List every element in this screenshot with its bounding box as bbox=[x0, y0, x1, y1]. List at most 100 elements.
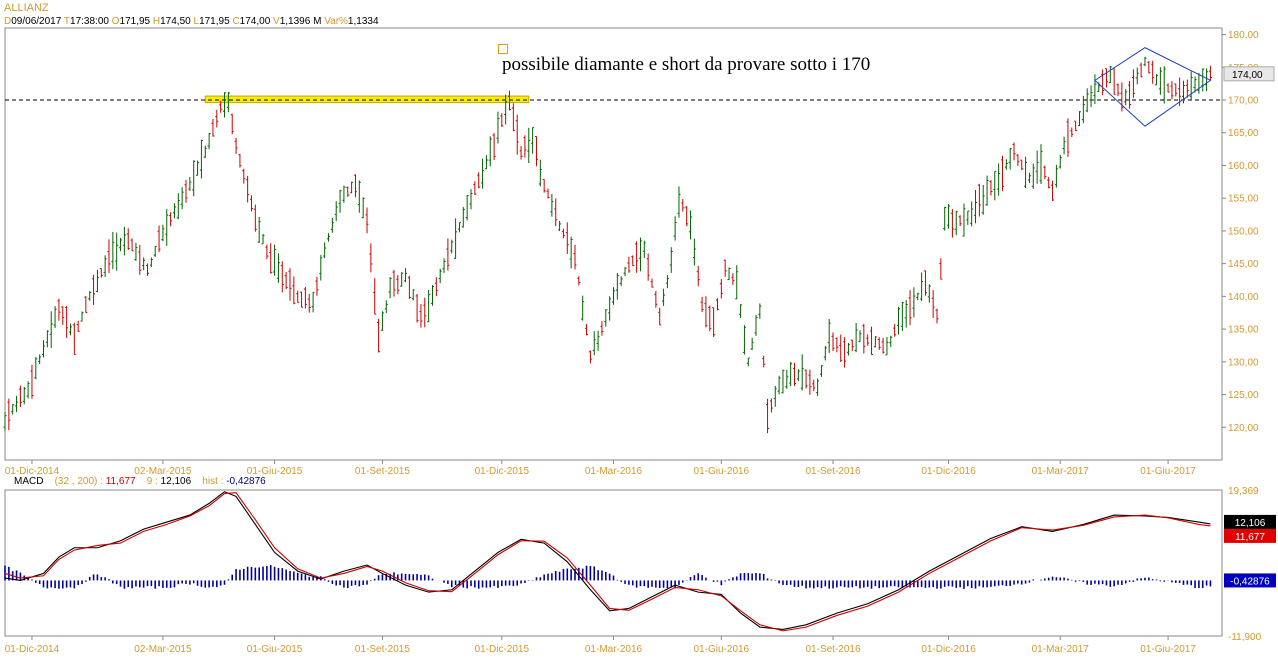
ohlc-bar bbox=[461, 206, 465, 228]
ohlc-bar bbox=[411, 289, 415, 301]
macd-x-tick-label: 01-Mar-2017 bbox=[1032, 644, 1090, 655]
ohlc-bar bbox=[908, 290, 912, 326]
ohlc-bar bbox=[346, 186, 350, 197]
ohlc-bar bbox=[904, 299, 908, 328]
ohlc-bar bbox=[192, 160, 196, 197]
ohlc-bar bbox=[438, 268, 442, 284]
price-y-tick-label: 135,00 bbox=[1228, 325, 1259, 336]
ohlc-bar bbox=[958, 215, 962, 227]
ohlc-bar bbox=[1058, 154, 1062, 169]
ohlc-bar bbox=[111, 231, 115, 270]
price-x-tick-label: 02-Mar-2015 bbox=[134, 466, 192, 477]
ohlc-bar bbox=[762, 355, 766, 368]
ohlc-bar bbox=[870, 326, 874, 356]
price-y-tick-label: 145,00 bbox=[1228, 259, 1259, 270]
ohlc-bar bbox=[130, 238, 134, 252]
ohlc-bar bbox=[739, 304, 743, 318]
ohlc-bar bbox=[773, 385, 777, 407]
ohlc-bar bbox=[450, 239, 454, 254]
ohlc-bar bbox=[211, 118, 215, 137]
price-y-tick-label: 155,00 bbox=[1228, 194, 1259, 205]
ohlc-bar bbox=[500, 113, 504, 127]
ohlc-bar bbox=[34, 356, 38, 380]
ohlc-bar bbox=[61, 306, 65, 325]
ohlc-bar bbox=[442, 258, 446, 273]
ohlc-bar bbox=[423, 297, 427, 328]
last-price-box bbox=[1223, 66, 1275, 82]
ohlc-bar bbox=[488, 136, 492, 167]
ohlc-bar bbox=[954, 210, 958, 236]
ohlc-bar bbox=[1035, 150, 1039, 184]
ohlc-bar bbox=[538, 159, 542, 187]
ohlc-bar bbox=[1197, 72, 1201, 94]
ohlc-bar bbox=[1128, 81, 1132, 109]
ohlc-bar bbox=[238, 153, 242, 168]
ohlc-bar bbox=[1024, 156, 1028, 189]
ohlc-bar bbox=[816, 378, 820, 396]
ohlc-bar bbox=[558, 220, 562, 231]
ohlc-bar bbox=[157, 225, 161, 253]
ohlc-bar bbox=[1051, 180, 1055, 202]
macd-legend: MACD (32 , 200) : 11,677 9 : 12,106 hist… bbox=[14, 476, 266, 487]
ohlc-bar bbox=[970, 201, 974, 227]
ohlc-bar bbox=[777, 375, 781, 395]
ohlc-bar bbox=[145, 263, 149, 276]
ohlc-bar bbox=[203, 145, 207, 159]
ohlc-bar bbox=[303, 286, 307, 309]
ohlc-bar bbox=[654, 291, 658, 308]
ohlc-bar bbox=[1093, 74, 1097, 104]
ohlc-bar bbox=[1131, 69, 1135, 98]
macd-x-tick-label: 01-Dic-2015 bbox=[475, 644, 530, 655]
ohlc-bar bbox=[1104, 68, 1108, 88]
ohlc-bar bbox=[681, 199, 685, 212]
ohlc-bar bbox=[353, 174, 357, 198]
ohlc-bar bbox=[300, 291, 304, 308]
ohlc-bar bbox=[415, 294, 419, 323]
ohlc-bar bbox=[635, 241, 639, 273]
ohlc-bar bbox=[515, 114, 519, 155]
ohlc-bar bbox=[900, 301, 904, 332]
ohlc-bar bbox=[677, 186, 681, 218]
ohlc-bar bbox=[923, 270, 927, 296]
ohlc-bar bbox=[400, 272, 404, 287]
annotation-marker[interactable] bbox=[498, 44, 508, 54]
ohlc-bar bbox=[107, 239, 111, 274]
ohlc-bar bbox=[950, 209, 954, 238]
ohlc-bar bbox=[361, 197, 365, 219]
ohlc-bar bbox=[184, 179, 188, 203]
ohlc-bar bbox=[985, 175, 989, 206]
macd-panel: 01-Dic-2014 02-Mar-2015 01-Giu-2015 01-Set-… bbox=[4, 486, 1276, 655]
macd-x-tick-label: 01-Mar-2016 bbox=[585, 644, 643, 655]
ohlc-bar bbox=[273, 244, 277, 276]
ohlc-bar bbox=[95, 269, 99, 293]
macd-y-tick-label: -11,900 bbox=[1228, 632, 1262, 643]
price-y-tick-label: 165,00 bbox=[1228, 128, 1259, 139]
ohlc-bar bbox=[542, 178, 546, 193]
ohlc-bar bbox=[789, 361, 793, 387]
ohlc-bar bbox=[1089, 85, 1093, 108]
ohlc-bar bbox=[800, 354, 804, 391]
macd-frame bbox=[4, 489, 1223, 637]
chart-annotation[interactable]: possibile diamante e short da provare so… bbox=[502, 54, 871, 75]
ohlc-bar bbox=[1116, 83, 1120, 97]
ohlc-bar bbox=[80, 311, 84, 322]
ohlc-bar bbox=[896, 306, 900, 335]
ohlc-bar bbox=[103, 255, 107, 277]
macd-x-tick-label: 01-Giu-2015 bbox=[247, 644, 303, 655]
ohlc-bar bbox=[1155, 74, 1159, 86]
ohlc-bar bbox=[126, 228, 130, 250]
ohlc-bar bbox=[596, 330, 600, 351]
ohlc-bar bbox=[769, 398, 773, 413]
price-y-tick-label: 150,00 bbox=[1228, 226, 1259, 237]
ohlc-bar bbox=[477, 172, 481, 189]
ohlc-bar bbox=[18, 385, 22, 408]
price-x-tick-label: 01-Mar-2017 bbox=[1032, 466, 1090, 477]
ohlc-bar bbox=[22, 387, 26, 405]
ohlc-bar bbox=[446, 238, 450, 271]
quote-var: 1,1334 bbox=[347, 16, 379, 27]
ohlc-bar bbox=[30, 364, 34, 399]
ohlc-bar bbox=[149, 257, 153, 267]
macd-hist-legend-value: -0,42876 bbox=[226, 476, 266, 487]
macd-hist-value-label: -0,42876 bbox=[1230, 576, 1270, 587]
